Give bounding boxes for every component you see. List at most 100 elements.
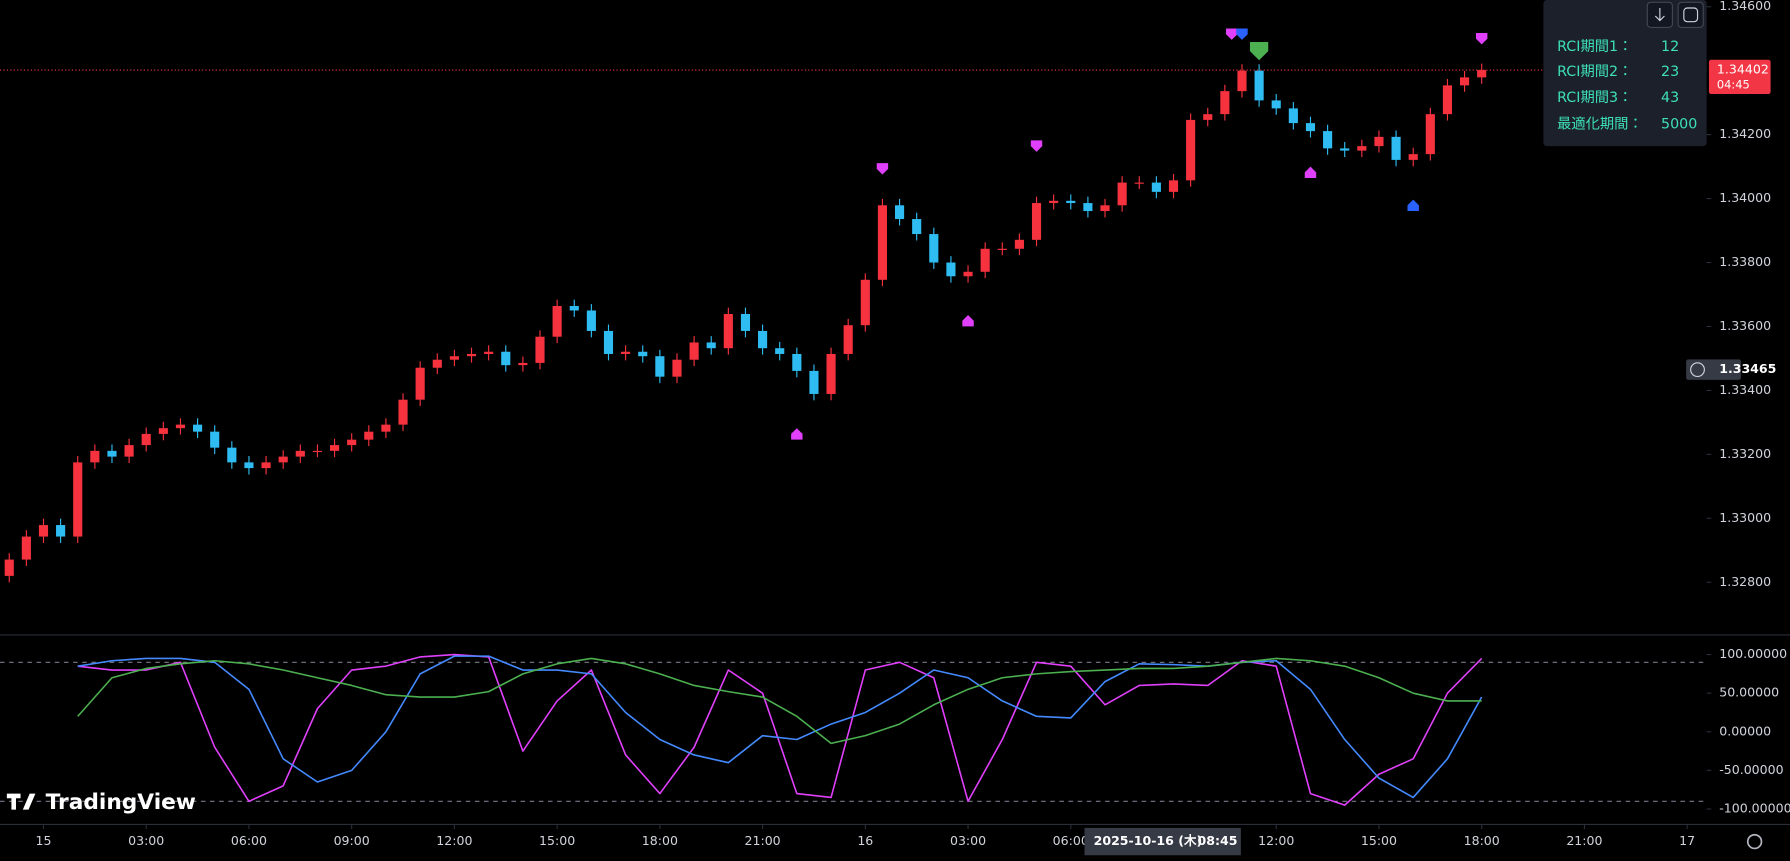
candle-body [1237,70,1247,92]
signal-marker [876,163,889,175]
y-tick-label: 50.00000 [1719,685,1779,700]
candle-body [1340,148,1350,151]
cursor-date: 2025-10-16 (木) [1094,833,1203,848]
inputs-panel [1543,0,1707,147]
input-value: 12 [1661,39,1679,55]
x-tick-label: 15:00 [1361,833,1397,848]
signal-marker [1030,140,1043,152]
last-price-label [1708,59,1771,95]
brand: TradingView [6,790,196,815]
cursor-time-label [1084,827,1241,856]
candle-body [826,353,836,394]
candle-body [518,362,528,366]
candle-body [1134,182,1144,184]
candle-body [877,205,888,280]
cursor-price-label [1686,359,1741,380]
candle-body [347,439,357,446]
y-tick-label: 1.33400 [1719,382,1771,397]
signal-marker [1304,166,1317,179]
candle-body [672,359,682,377]
candle-body [1271,100,1281,109]
candle-body [1374,136,1384,147]
x-tick-label: 15 [36,833,52,848]
candle-body [1066,200,1076,204]
candle-body [73,462,83,537]
candle-body [4,559,14,576]
candle-body [894,205,905,220]
candle-body [586,310,596,331]
candle-body [775,348,785,354]
candle-body [809,370,819,394]
signal-marker [962,315,974,327]
candle-body [381,424,391,432]
y-tick-label: 1.33800 [1719,254,1771,269]
signal-marker [1249,42,1269,61]
candle-body [175,424,186,429]
y-tick-label: 0.00000 [1719,723,1771,738]
x-tick-label: 15:00 [539,833,575,848]
candle-body [1305,123,1316,132]
refresh-button[interactable] [1677,1,1704,28]
candle-body [1203,114,1213,120]
brand-name: TradingView [46,790,196,815]
candle-body [1151,182,1161,192]
signal-marker [791,428,803,440]
candle-body [1100,205,1110,212]
candle-body [706,342,716,349]
candle-body [398,399,408,425]
x-tick-label: 06:00 [1053,833,1089,848]
x-tick-label: 21:00 [1566,833,1602,848]
x-tick-label: 21:00 [745,833,781,848]
candle-body [843,325,853,354]
candle-body [946,262,956,277]
y-tick-label: 1.33200 [1719,446,1771,461]
x-tick-label: 03:00 [950,833,986,848]
input-value: 43 [1661,90,1679,106]
candle-body [56,525,66,537]
axes: 1.34600 1.34200 1.34000 1.33800 1.33600 1.334… [36,0,1790,848]
candle-body [689,342,699,360]
input-label: RCI期間1： [1557,38,1632,55]
candle-body [1323,131,1333,149]
candle-body [1083,203,1093,212]
signal-marker [1236,28,1248,40]
candle-body [552,306,562,337]
x-tick-label: 03:00 [128,833,164,848]
candle-body [1288,108,1298,124]
y-tick-label: -50.00000 [1719,762,1783,777]
x-tick-label: 12:00 [436,833,472,848]
x-tick-label: 06:00 [231,833,267,848]
settings-button[interactable] [1746,833,1763,850]
candle-body [963,271,973,277]
candle-body [449,356,459,360]
signal-marker [1407,199,1419,211]
candle-body [1357,146,1367,151]
y-tick-label: 1.33600 [1719,318,1771,333]
x-tick-label: 17 [1679,833,1695,848]
candle-body [740,314,751,331]
input-label: RCI期間2： [1557,63,1632,80]
candle-body [912,219,922,235]
candle-body [1442,85,1453,115]
signal-marker [1226,28,1238,40]
candle-body [929,234,939,263]
candle-body [621,351,631,354]
candle-body [415,367,425,400]
y-tick-label: -100.00000 [1719,801,1790,816]
candle-body [141,433,151,446]
candle-body [1408,154,1418,160]
candle-body [1477,70,1487,78]
candle-body [1391,136,1401,160]
add-alert-button[interactable] [1690,362,1705,378]
candle-body [21,536,31,560]
candle-body [569,306,579,311]
candle-body [980,248,990,272]
refresh-icon [1683,7,1699,23]
x-tick-label: 18:00 [1464,833,1500,848]
candle-body [1031,203,1042,240]
candle-body [261,462,271,469]
y-tick-label: 1.34000 [1719,190,1771,205]
candle-body [535,336,545,363]
candle-body [329,445,340,451]
